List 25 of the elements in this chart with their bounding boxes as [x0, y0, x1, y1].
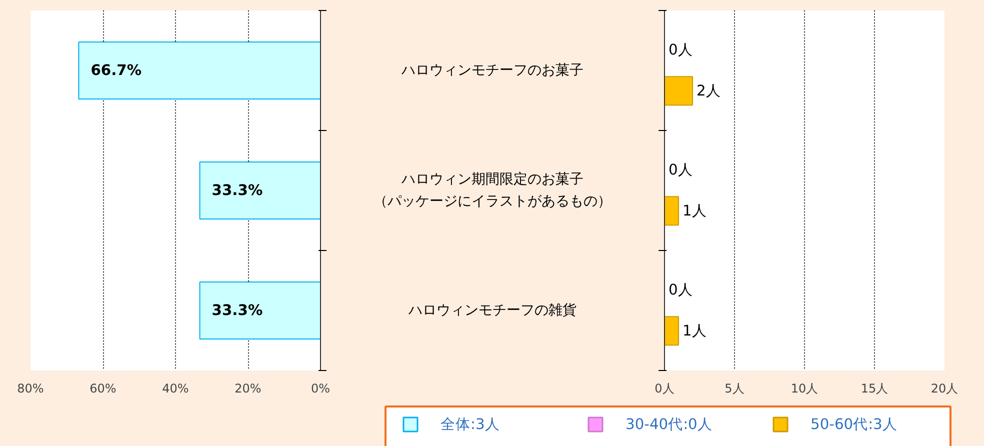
legend-label: 30-40代:0人	[626, 416, 712, 433]
x-tick-label: 40%	[162, 382, 189, 396]
data-label: 1人	[682, 202, 707, 220]
x-tick-label: 60%	[90, 382, 116, 396]
y-tick-label: ハロウィンモチーフの雑貨	[408, 302, 576, 318]
x-tick-label: 20%	[234, 382, 262, 396]
legend-label: 全体:3人	[440, 416, 500, 433]
data-label: 0人	[668, 162, 693, 179]
y-tick-label: ハロウィンモチーフのお菓子	[400, 62, 584, 78]
data-label: 1人	[682, 322, 707, 340]
data-label: 0人	[668, 42, 693, 59]
data-label: 33.3%	[212, 302, 263, 319]
x-tick-label: 0%	[310, 382, 330, 396]
x-tick-label: 0人	[654, 382, 674, 396]
x-tick-label: 20人	[930, 382, 958, 396]
legend-label: 50-60代:3人	[810, 416, 898, 433]
data-label: 33.3%	[212, 182, 263, 199]
x-tick-label: 15人	[860, 382, 888, 396]
x-tick-label: 80%	[17, 382, 44, 396]
y-tick-label: ハロウィン期間限定のお菓子（パッケージにイラストがあるもの）	[374, 171, 612, 210]
data-label: 2人	[696, 82, 721, 100]
x-tick-label: 10人	[790, 382, 818, 396]
x-tick-label: 5人	[724, 382, 744, 396]
data-label: 66.7%	[90, 62, 142, 79]
data-label: 0人	[668, 282, 693, 299]
